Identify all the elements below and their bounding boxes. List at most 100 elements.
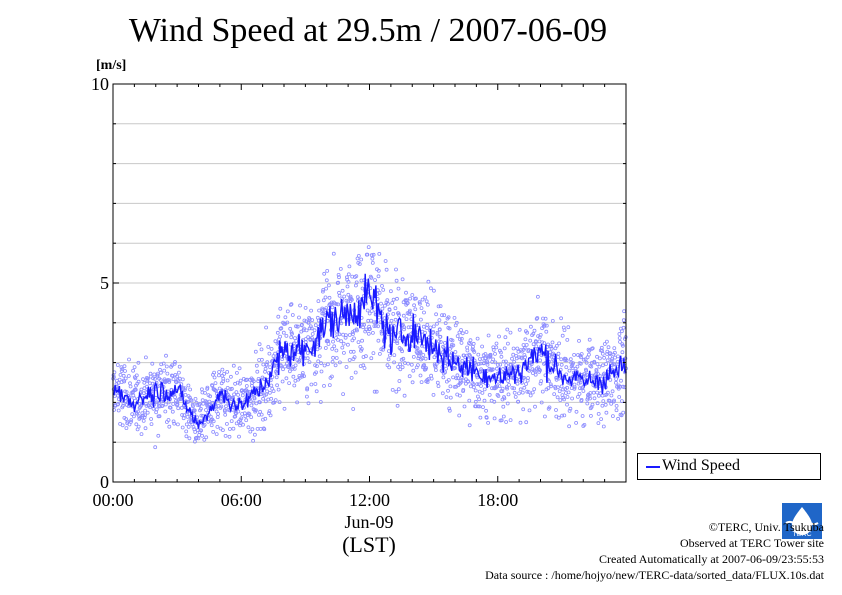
scatter-point — [595, 390, 599, 395]
scatter-point — [476, 362, 481, 366]
scatter-point — [332, 301, 337, 306]
scatter-point — [320, 307, 325, 312]
scatter-point — [352, 336, 356, 341]
scatter-point — [228, 374, 233, 379]
scatter-point — [394, 389, 399, 394]
scatter-point — [312, 328, 317, 333]
scatter-point — [144, 403, 149, 408]
scatter-point — [521, 407, 526, 412]
scatter-point — [289, 335, 294, 340]
scatter-point — [578, 380, 583, 385]
scatter-point — [621, 410, 626, 415]
scatter-point — [496, 394, 501, 398]
scatter-point — [397, 379, 402, 383]
scatter-point — [278, 306, 283, 311]
scatter-point — [302, 318, 307, 323]
scatter-point — [394, 339, 399, 344]
scatter-point — [192, 412, 197, 417]
scatter-point — [522, 375, 526, 380]
scatter-point — [614, 408, 619, 413]
scatter-point — [387, 365, 392, 370]
scatter-point — [621, 318, 626, 323]
scatter-point — [418, 373, 423, 378]
scatter-point — [244, 418, 249, 423]
scatter-point — [240, 393, 245, 398]
scatter-point — [405, 301, 410, 306]
series-line-layer — [112, 273, 627, 429]
scatter-point — [180, 413, 185, 417]
scatter-point — [252, 432, 257, 437]
scatter-point — [280, 357, 285, 362]
scatter-point — [167, 424, 172, 429]
scatter-point — [287, 369, 292, 374]
scatter-point — [589, 364, 594, 369]
scatter-point — [338, 266, 343, 271]
scatter-point — [310, 318, 315, 323]
scatter-point — [365, 252, 370, 257]
scatter-point — [568, 406, 573, 411]
scatter-point — [324, 278, 329, 283]
scatter-point — [488, 354, 493, 359]
scatter-point — [591, 390, 596, 395]
scatter-point — [402, 325, 407, 330]
scatter-point — [267, 390, 272, 395]
scatter-point — [516, 399, 521, 404]
scatter-point — [271, 389, 276, 394]
scatter-point — [164, 364, 169, 369]
scatter-point — [305, 351, 310, 355]
scatter-point — [501, 414, 506, 419]
scatter-point — [600, 351, 605, 356]
scatter-point — [341, 350, 346, 355]
scatter-point — [250, 427, 255, 432]
scatter-point — [115, 402, 120, 407]
scatter-point — [424, 299, 429, 304]
scatter-point — [116, 402, 121, 406]
scatter-point — [559, 362, 564, 367]
scatter-point — [201, 401, 206, 406]
scatter-point — [557, 389, 562, 394]
scatter-point — [597, 364, 602, 369]
scatter-point — [620, 399, 624, 404]
scatter-point — [404, 317, 409, 322]
scatter-point — [369, 275, 374, 280]
scatter-point — [281, 367, 285, 372]
scatter-point — [324, 339, 329, 344]
scatter-point — [425, 322, 430, 327]
scatter-point — [494, 345, 499, 350]
scatter-point — [405, 301, 410, 305]
scatter-point — [475, 336, 480, 341]
scatter-point — [396, 387, 401, 392]
scatter-point — [229, 386, 234, 391]
scatter-point — [580, 414, 585, 418]
scatter-point — [494, 341, 499, 346]
scatter-point — [544, 329, 549, 334]
scatter-point — [369, 318, 373, 323]
scatter-point — [368, 326, 372, 331]
scatter-point — [187, 395, 192, 400]
scatter-point — [129, 418, 134, 423]
scatter-point — [121, 373, 126, 378]
scatter-point — [116, 408, 121, 413]
scatter-point — [189, 398, 194, 403]
scatter-point — [523, 355, 527, 360]
scatter-point — [526, 376, 530, 380]
scatter-point — [447, 406, 452, 411]
scatter-point — [499, 354, 504, 359]
scatter-point — [538, 368, 542, 373]
scatter-point — [294, 324, 298, 329]
scatter-point — [210, 383, 215, 388]
scatter-point — [587, 352, 591, 357]
scatter-point — [161, 361, 166, 366]
scatter-point — [438, 340, 443, 344]
scatter-point — [433, 368, 438, 373]
series-line-wind-speed — [112, 273, 627, 429]
scatter-point — [248, 429, 253, 434]
scatter-point — [331, 251, 336, 256]
scatter-point — [361, 293, 366, 298]
scatter-point — [386, 301, 390, 306]
scatter-point — [142, 415, 147, 420]
scatter-point — [351, 407, 356, 411]
scatter-point — [588, 391, 593, 395]
scatter-point — [280, 379, 285, 384]
scatter-point — [186, 383, 191, 388]
